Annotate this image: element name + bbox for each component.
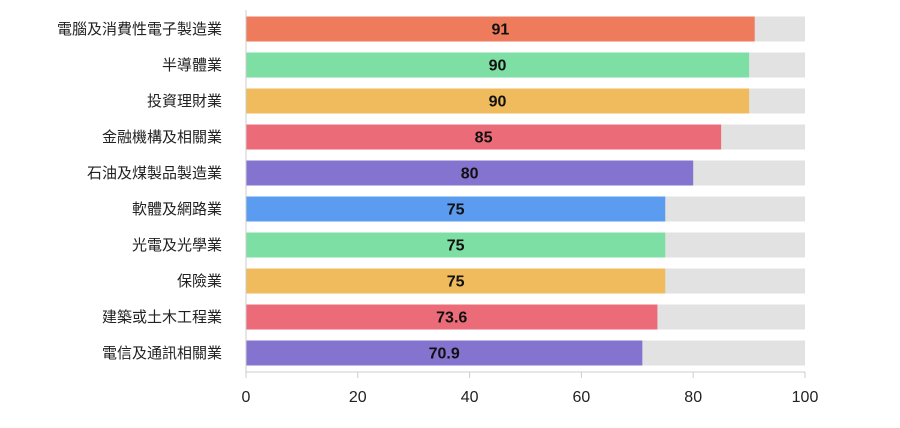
bar — [246, 88, 750, 114]
value-label: 75 — [447, 238, 465, 255]
category-label: 電信及通訊相關業 — [102, 344, 222, 362]
category-label: 投資理財業 — [147, 92, 222, 110]
category-label: 半導體業 — [162, 56, 222, 74]
bar — [246, 16, 755, 42]
category-label: 金融機構及相關業 — [102, 128, 222, 146]
bar — [246, 196, 666, 222]
x-tick-label: 20 — [349, 389, 367, 406]
x-tick-label: 100 — [792, 389, 819, 406]
bar — [246, 124, 722, 150]
category-label: 電腦及消費性電子製造業 — [57, 20, 222, 38]
value-labels: 91 90 90 85 80 75 75 75 73.6 70.9 — [429, 22, 510, 363]
category-labels: 電腦及消費性電子製造業半導體業投資理財業金融機構及相關業石油及煤製品製造業軟體及… — [57, 20, 222, 362]
x-axis: 0 20 40 60 80 100 — [242, 10, 819, 406]
value-label: 91 — [491, 22, 509, 39]
category-label: 光電及光學業 — [132, 236, 222, 254]
value-label: 90 — [489, 58, 507, 75]
x-tick-label: 40 — [461, 389, 479, 406]
category-label: 石油及煤製品製造業 — [87, 164, 222, 182]
category-label: 保險業 — [177, 272, 222, 290]
value-label: 85 — [475, 130, 493, 147]
bar — [246, 304, 658, 330]
value-label: 75 — [447, 202, 465, 219]
x-tick-label: 60 — [573, 389, 591, 406]
bar — [246, 232, 666, 258]
category-label: 建築或土木工程業 — [102, 308, 222, 326]
value-label: 70.9 — [429, 346, 460, 363]
x-tick-label: 80 — [684, 389, 702, 406]
value-label: 73.6 — [436, 310, 467, 327]
bar — [246, 160, 694, 186]
bar — [246, 268, 666, 294]
category-label: 軟體及網路業 — [132, 200, 222, 218]
value-label: 80 — [461, 166, 479, 183]
bars — [246, 16, 755, 366]
bar — [246, 52, 750, 78]
bar — [246, 340, 643, 366]
value-label: 75 — [447, 274, 465, 291]
value-label: 90 — [489, 94, 507, 111]
x-tick-label: 0 — [242, 389, 251, 406]
